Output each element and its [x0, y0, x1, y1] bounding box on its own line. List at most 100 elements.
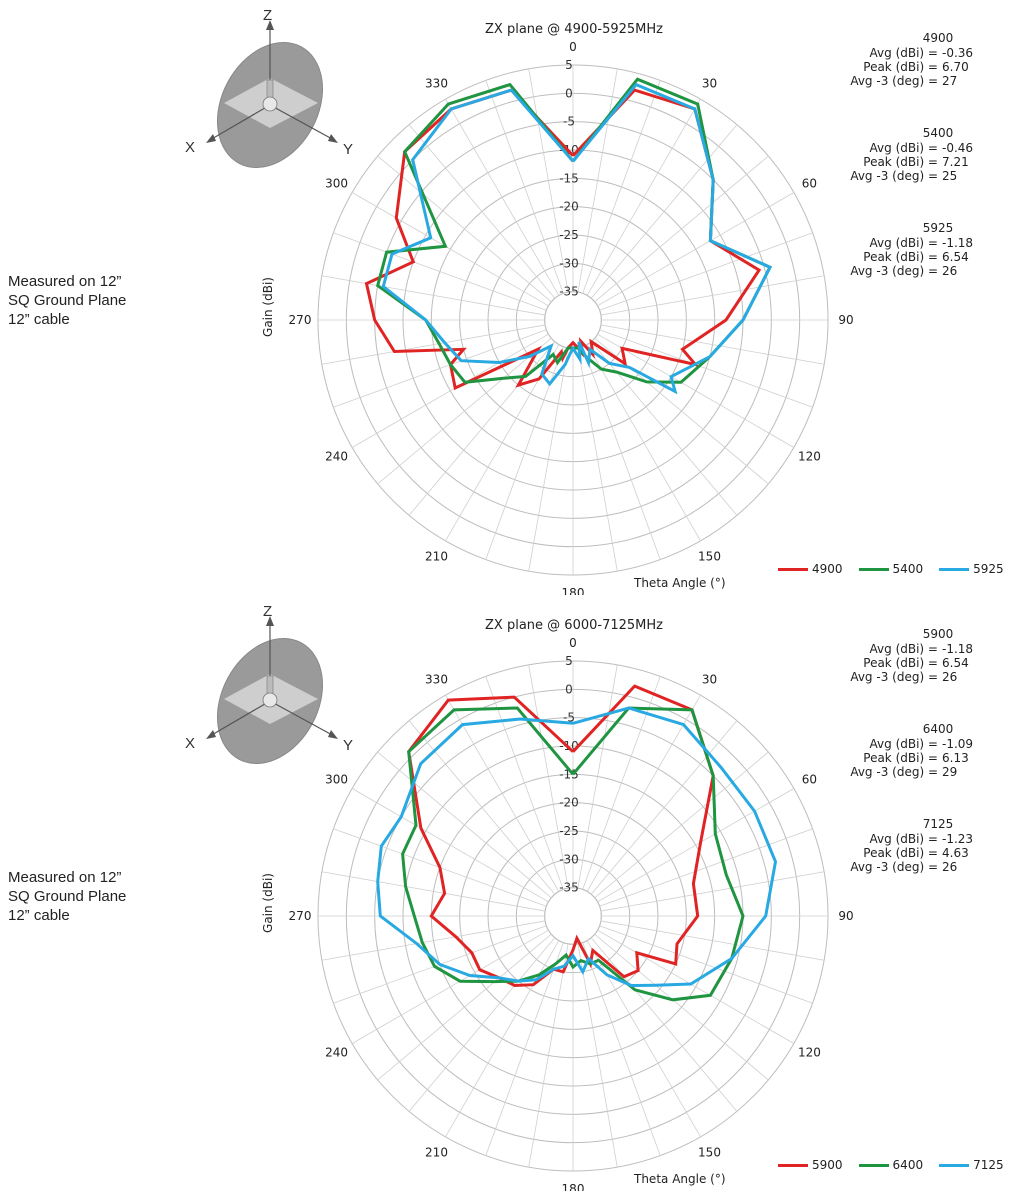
- polar-chart-panel-2: Z X Y 5 0 -5 -10 -15 -20 -25 -30 -35 0 30 60 90 120 150 18…: [0, 596, 1019, 1191]
- angle-tick-label: 180: [562, 586, 585, 595]
- grid-spoke: [528, 68, 569, 293]
- grid-spoke: [577, 943, 618, 1168]
- legend-label: 4900: [812, 562, 843, 576]
- chart-legend: 5900 6400 7125: [778, 1158, 1019, 1172]
- stat-block: 5900 Avg (dBi) = -1.18 Peak (dBi) = 6.54 A…: [818, 626, 998, 721]
- legend-label: 5400: [892, 562, 924, 576]
- stat-peak-value: 6.54: [942, 250, 969, 264]
- stat-beam-value: 25: [942, 169, 958, 183]
- grid-spoke: [577, 347, 618, 572]
- stat-avg-label: Avg (dBi) =: [869, 46, 938, 60]
- grid-spoke: [528, 347, 569, 572]
- stat-avg-label: Avg (dBi) =: [869, 642, 938, 656]
- grid-spoke: [408, 341, 556, 516]
- stat-peak-label: Peak (dBi) =: [863, 60, 938, 74]
- grid-spoke: [590, 124, 738, 299]
- radial-tick-label: -35: [559, 285, 579, 299]
- angle-tick-label: 0: [569, 636, 577, 650]
- grid-spoke: [377, 751, 552, 899]
- grid-spoke: [445, 98, 560, 296]
- legend-item: 5900: [778, 1158, 843, 1172]
- y-axis-text: Y: [343, 141, 353, 158]
- grid-spoke: [321, 920, 546, 961]
- grid-spoke: [586, 344, 701, 542]
- grid-spoke: [600, 871, 825, 912]
- grid-spoke: [445, 694, 560, 892]
- stat-peak-value: 6.13: [942, 751, 969, 765]
- grid-spoke: [408, 937, 556, 1112]
- stat-avg-value: -1.23: [942, 832, 974, 846]
- radial-tick-label: 0: [565, 682, 573, 696]
- legend-item: 5400: [858, 562, 924, 576]
- legend-label: 6400: [892, 1158, 924, 1172]
- grid-spoke: [586, 694, 701, 892]
- grid-spoke: [321, 871, 546, 912]
- stat-block: 4900 Avg (dBi) = -0.36 Peak (dBi) = 6.70 A…: [818, 30, 998, 125]
- z-axis-text: Z: [263, 603, 272, 620]
- x-axis-text: X: [185, 139, 195, 156]
- angle-tick-label: 240: [325, 450, 348, 464]
- radial-tick-label: -20: [559, 796, 579, 810]
- stat-beam-value: 26: [942, 264, 958, 278]
- stat-beam-value: 26: [942, 860, 958, 874]
- grid-spoke: [594, 751, 769, 899]
- radial-tick-label: -25: [559, 228, 579, 242]
- grid-spoke: [599, 925, 813, 1004]
- grid-spoke: [582, 676, 661, 890]
- stat-block: 7125 Avg (dBi) = -1.23 Peak (dBi) = 4.63 A…: [818, 816, 998, 911]
- chart-legend: 4900 5400 5925: [778, 562, 1019, 576]
- stat-block: 5400 Avg (dBi) = -0.46 Peak (dBi) = 7.21 A…: [818, 125, 998, 220]
- polar-chart-svg-1: ZX Y50-5-10-15-20-25-30-35030609012015018…: [185, 7, 854, 595]
- angle-tick-label: 270: [289, 909, 312, 923]
- y-axis-label: Gain (dBi): [261, 873, 275, 933]
- stat-beam-value: 26: [942, 670, 958, 684]
- axis-orientation-icon: Z X Y: [185, 603, 353, 764]
- stat-peak-value: 7.21: [942, 155, 969, 169]
- note-line: Measured on 12”: [8, 869, 122, 886]
- legend-item: 7125: [939, 1158, 1004, 1172]
- stat-frequency: 6400: [922, 722, 954, 736]
- angle-tick-label: 300: [325, 773, 348, 787]
- grid-spoke: [599, 828, 813, 907]
- stat-avg-label: Avg (dBi) =: [869, 737, 938, 751]
- angle-tick-label: 30: [702, 77, 717, 91]
- angle-tick-label: 30: [702, 673, 717, 687]
- x-axis-line: [209, 700, 271, 737]
- stat-frequency: 5925: [922, 221, 954, 235]
- legend-item: 6400: [858, 1158, 924, 1172]
- grid-spoke: [333, 232, 547, 311]
- grid-spoke: [528, 943, 569, 1168]
- stat-peak-label: Peak (dBi) =: [863, 250, 938, 264]
- grid-spoke: [333, 329, 547, 408]
- z-arrow-icon: [266, 616, 274, 626]
- polar-chart-panel-1: Z X Y 5 0 -5 -10 -15 -20 -25 -30 -35 0 30 60 90 120 150 18…: [0, 0, 1019, 595]
- angle-tick-label: 240: [325, 1046, 348, 1060]
- grid-spoke: [582, 346, 661, 560]
- stat-peak-label: Peak (dBi) =: [863, 155, 938, 169]
- angle-tick-label: 90: [838, 909, 853, 923]
- grid-spoke: [597, 788, 795, 903]
- angle-tick-label: 120: [798, 1046, 821, 1060]
- grid-spoke: [597, 192, 795, 307]
- stat-peak-label: Peak (dBi) =: [863, 656, 938, 670]
- grid-spoke: [600, 324, 825, 365]
- stat-peak-label: Peak (dBi) =: [863, 846, 938, 860]
- y-axis-text: Y: [343, 737, 353, 754]
- x-arrow-icon: [206, 730, 216, 739]
- legend-label: 7125: [973, 1158, 1004, 1172]
- grid-spoke: [586, 98, 701, 296]
- stat-block: 6400 Avg (dBi) = -1.09 Peak (dBi) = 6.13 A…: [818, 721, 998, 816]
- series-line-6400: [401, 706, 745, 1002]
- stat-beam-label: Avg -3 (deg) =: [850, 74, 938, 88]
- stat-avg-value: -0.46: [942, 141, 974, 155]
- stat-frequency: 5400: [922, 126, 954, 140]
- angle-tick-label: 60: [802, 177, 817, 191]
- angle-tick-label: 210: [425, 1145, 448, 1159]
- angle-tick-label: 270: [289, 313, 312, 327]
- stats-panel: 4900 Avg (dBi) = -0.36 Peak (dBi) = 6.70 A…: [818, 30, 998, 315]
- stat-frequency: 7125: [922, 817, 954, 831]
- stat-avg-label: Avg (dBi) =: [869, 236, 938, 250]
- stat-beam-value: 27: [942, 74, 958, 88]
- note-line: SQ Ground Plane: [8, 888, 127, 905]
- x-arrow-icon: [206, 134, 216, 143]
